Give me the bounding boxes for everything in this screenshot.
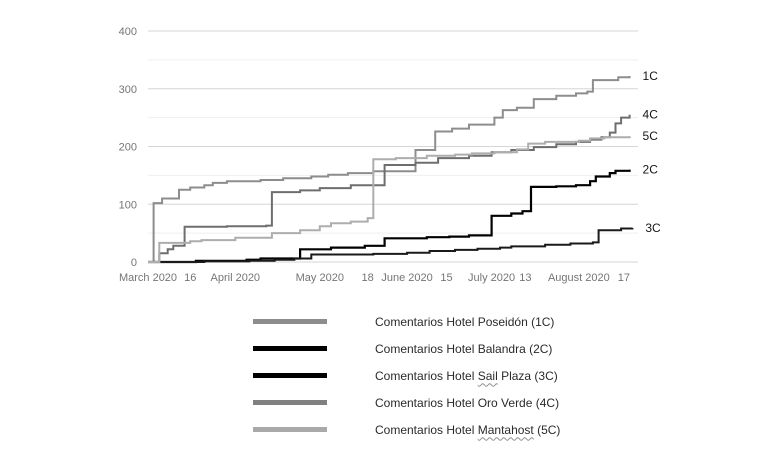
series-end-label-2c: 2C bbox=[643, 163, 659, 177]
x-axis-tick-label: March 2020 bbox=[119, 272, 177, 284]
y-axis-tick-label: 100 bbox=[119, 199, 137, 211]
legend-swatch-4c bbox=[253, 400, 327, 405]
legend-swatch-1c bbox=[253, 319, 327, 324]
x-axis-tick-label: August 2020 bbox=[548, 272, 610, 284]
x-axis-tick-label: 16 bbox=[184, 272, 196, 284]
y-axis-tick-label: 400 bbox=[119, 26, 137, 38]
legend-label-2c: Comentarios Hotel Balandra (2C) bbox=[375, 341, 553, 356]
series-end-label-1c: 1C bbox=[643, 69, 659, 83]
series-end-label-3c: 3C bbox=[645, 221, 661, 235]
y-axis-tick-label: 300 bbox=[119, 84, 137, 96]
legend-swatch-3c bbox=[253, 373, 327, 378]
series-end-label-5c: 5C bbox=[643, 129, 659, 143]
chart-legend: Comentarios Hotel Poseidón (1C) Comentar… bbox=[253, 308, 560, 443]
legend-label-3c: Comentarios Hotel Sail Plaza (3C) bbox=[375, 368, 558, 383]
legend-item-4c: Comentarios Hotel Oro Verde (4C) bbox=[253, 389, 560, 416]
x-axis-tick-label: 13 bbox=[519, 272, 531, 284]
legend-label-5c: Comentarios Hotel Mantahost (5C) bbox=[375, 422, 561, 437]
x-axis-tick-label: 17 bbox=[618, 272, 630, 284]
x-axis-tick-label: April 2020 bbox=[211, 272, 261, 284]
series-end-label-4c: 4C bbox=[643, 108, 659, 122]
cumulative-comments-line-chart: 0 100 200 300 400 March 2020 16 April 2020 May 2… bbox=[119, 26, 661, 284]
legend-item-3c: Comentarios Hotel Sail Plaza (3C) bbox=[253, 362, 560, 389]
legend-label-1c: Comentarios Hotel Poseidón (1C) bbox=[375, 314, 555, 329]
x-axis-tick-label: 15 bbox=[440, 272, 452, 284]
x-axis-tick-label: June 2020 bbox=[381, 272, 432, 284]
legend-label-4c: Comentarios Hotel Oro Verde (4C) bbox=[375, 395, 560, 410]
legend-swatch-5c bbox=[253, 427, 327, 432]
legend-item-1c: Comentarios Hotel Poseidón (1C) bbox=[253, 308, 560, 335]
y-axis-tick-label: 0 bbox=[131, 257, 137, 269]
y-axis-tick-label: 200 bbox=[119, 142, 137, 154]
series-line-5c bbox=[148, 136, 631, 263]
x-axis-tick-label: July 2020 bbox=[468, 272, 515, 284]
series-line-3c bbox=[148, 227, 634, 263]
legend-item-5c: Comentarios Hotel Mantahost (5C) bbox=[253, 416, 560, 443]
x-axis-tick-label: 18 bbox=[362, 272, 374, 284]
legend-swatch-2c bbox=[253, 346, 327, 351]
series-line-1c bbox=[148, 76, 631, 263]
x-axis-tick-label: May 2020 bbox=[296, 272, 344, 284]
legend-item-2c: Comentarios Hotel Balandra (2C) bbox=[253, 335, 560, 362]
